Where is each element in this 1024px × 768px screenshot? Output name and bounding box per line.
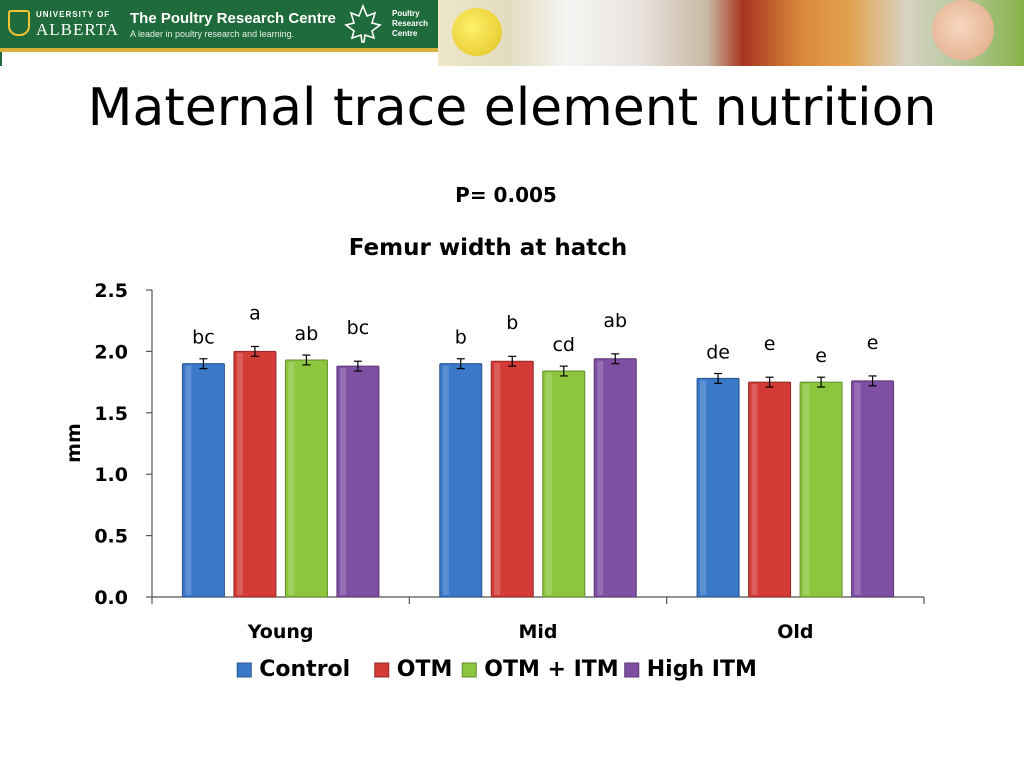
legend-label: High ITM xyxy=(647,657,757,682)
university-logo-name: ALBERTA xyxy=(36,20,120,39)
chick-photo xyxy=(452,8,502,56)
crest-icon xyxy=(8,10,30,36)
significance-letter: bc xyxy=(192,327,215,349)
bar-highlight xyxy=(494,363,501,595)
bar-highlight xyxy=(442,365,449,595)
bar-highlight xyxy=(854,382,861,595)
legend-swatch xyxy=(374,662,390,678)
maple-leaf-icon xyxy=(344,4,382,43)
x-tick-label: Mid xyxy=(518,621,557,643)
banner-gold-strip xyxy=(0,48,438,52)
y-axis-label: mm xyxy=(63,423,85,463)
bar-highlight xyxy=(803,384,810,595)
significance-letter: e xyxy=(764,333,776,355)
y-tick-label: 0.0 xyxy=(94,587,128,609)
bar-highlight xyxy=(597,360,604,595)
legend-swatch xyxy=(624,662,640,678)
baby-photo xyxy=(932,0,994,60)
centre-logo-text: Poultry Research Centre xyxy=(392,9,429,38)
bar-highlight xyxy=(185,365,192,595)
legend-label: OTM + ITM xyxy=(484,657,618,682)
legend-swatch xyxy=(236,662,252,678)
y-tick-label: 2.0 xyxy=(94,341,128,363)
legend-label: Control xyxy=(259,657,350,682)
bar-highlight xyxy=(339,368,346,595)
chart-annotation: P= 0.005 xyxy=(455,183,557,207)
bar-highlight xyxy=(751,384,758,595)
bar-highlight xyxy=(236,353,243,595)
legend-label: OTM xyxy=(397,657,453,682)
university-logo-small-text: UNIVERSITY OF xyxy=(36,10,111,19)
chart-svg: P= 0.005 Femur width at hatch 0.0 0.5 1.0 1.5… xyxy=(63,183,925,682)
banner-photo-strip xyxy=(438,0,1024,66)
significance-letter: ab xyxy=(295,323,319,345)
legend-swatch xyxy=(461,662,477,678)
bar-highlight xyxy=(545,373,552,595)
significance-letter: cd xyxy=(552,334,575,356)
significance-letter: bc xyxy=(347,317,370,339)
x-tick-label: Old xyxy=(777,621,813,643)
femur-width-chart: P= 0.005 Femur width at hatch 0.0 0.5 1.0 1.5… xyxy=(0,170,1024,710)
significance-letter: b xyxy=(506,312,518,334)
y-tick-label: 2.5 xyxy=(94,280,128,302)
x-tick-label: Young xyxy=(247,621,314,643)
significance-letter: e xyxy=(867,332,879,354)
bar-highlight xyxy=(700,380,707,595)
significance-letter: b xyxy=(455,327,467,349)
y-tick-label: 1.0 xyxy=(94,464,128,486)
centre-title: The Poultry Research Centre xyxy=(130,10,336,27)
banner-edge xyxy=(0,52,2,66)
y-tick-label: 1.5 xyxy=(94,403,128,425)
y-tick-label: 0.5 xyxy=(94,526,128,548)
chart-title: Femur width at hatch xyxy=(349,235,627,261)
significance-letter: ab xyxy=(603,310,627,332)
header-banner: UNIVERSITY OF ALBERTA The Poultry Resear… xyxy=(0,0,1024,66)
slide-title: Maternal trace element nutrition xyxy=(87,78,937,138)
significance-letter: de xyxy=(706,341,730,363)
significance-letter: a xyxy=(249,302,261,324)
centre-tagline: A leader in poultry research and learnin… xyxy=(130,29,295,39)
bar-highlight xyxy=(288,361,295,595)
significance-letter: e xyxy=(815,345,827,367)
